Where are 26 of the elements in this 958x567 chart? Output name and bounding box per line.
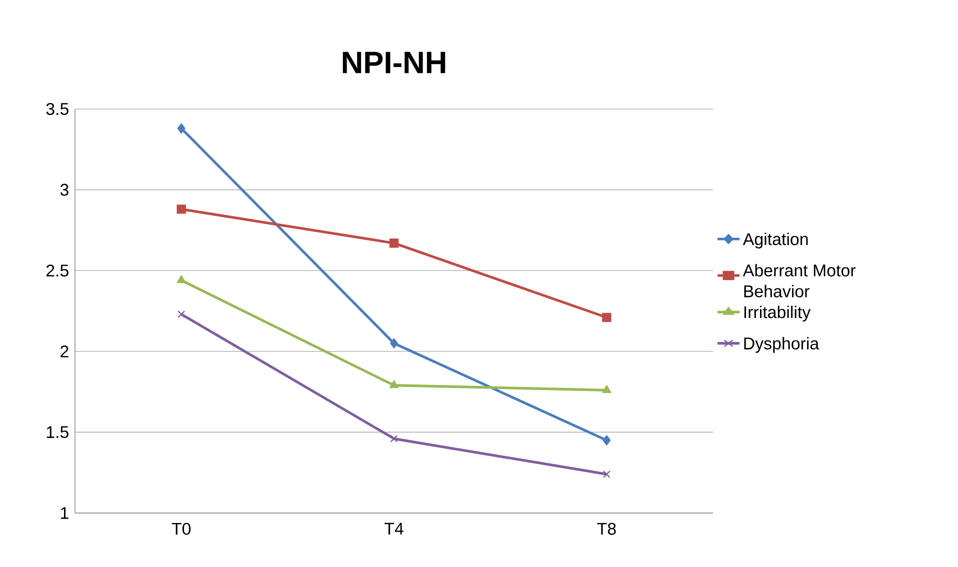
point [177,123,186,134]
y-tick-label: 2 [60,345,68,358]
point [390,380,398,388]
y-tick-label: 3 [60,184,68,196]
point [176,275,186,284]
legend-label: Agitation [742,232,808,248]
x-tick-label: T4 [384,522,404,534]
legend-label: Irritability [744,306,811,322]
chart-title: NPI-NH [342,52,446,74]
point [602,312,612,322]
x-tick-label: T8 [597,522,616,535]
point [176,204,186,214]
legend-label: Dysphoria [744,337,820,353]
point [602,385,612,394]
y-tick-label: 1.5 [46,426,68,438]
point [602,435,611,446]
point [178,310,186,318]
point [602,470,610,478]
y-tick-label: 2.5 [46,264,68,277]
point [390,434,398,442]
point [390,338,398,348]
legend-label: Aberrant Motor Behavior [742,264,856,298]
y-tick-label: 1 [61,507,68,519]
point [389,238,399,248]
x-tick-label: T0 [172,522,191,535]
y-tick-label: 3.5 [46,103,68,115]
